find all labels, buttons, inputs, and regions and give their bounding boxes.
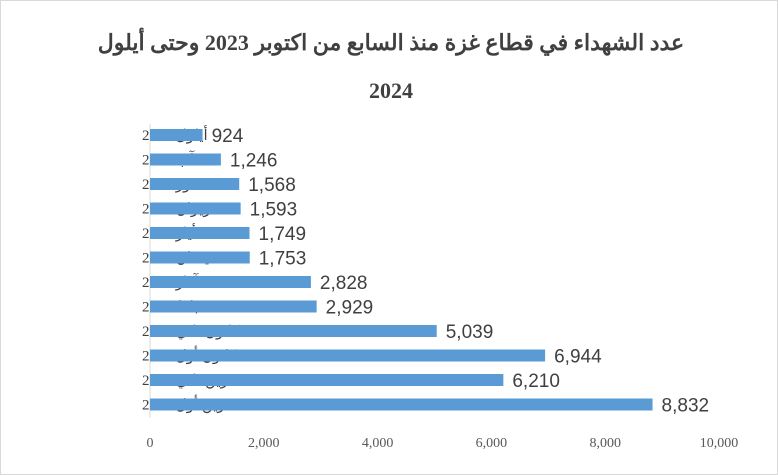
bar bbox=[150, 129, 203, 141]
x-tick-label: 2,000 bbox=[248, 436, 280, 451]
data-label: 5,039 bbox=[446, 322, 494, 343]
data-label: 6,944 bbox=[554, 347, 602, 368]
data-label: 1,593 bbox=[250, 200, 298, 221]
x-tick-label: 4,000 bbox=[362, 436, 394, 451]
data-label: 6,210 bbox=[512, 371, 560, 392]
data-label: 1,749 bbox=[259, 224, 307, 245]
x-tick-label: 8,000 bbox=[589, 436, 621, 451]
data-label: 1,753 bbox=[259, 249, 307, 270]
bar bbox=[150, 276, 311, 288]
bar bbox=[150, 325, 437, 337]
data-label: 1,568 bbox=[248, 175, 296, 196]
bar bbox=[150, 227, 250, 239]
bar bbox=[150, 398, 653, 411]
bar bbox=[150, 153, 221, 166]
bar bbox=[150, 178, 240, 190]
data-label: 2,828 bbox=[320, 273, 368, 294]
bar bbox=[150, 251, 250, 264]
x-tick-label: 6,000 bbox=[476, 436, 508, 451]
x-tick-label: 0 bbox=[147, 436, 154, 451]
bar bbox=[150, 374, 504, 386]
data-label: 2,929 bbox=[326, 298, 374, 319]
data-label: 8,832 bbox=[662, 396, 710, 417]
data-label: 924 bbox=[212, 126, 244, 147]
data-label: 1,246 bbox=[230, 151, 278, 172]
bar bbox=[150, 349, 546, 362]
chart-title: عدد الشهداء في قطاع غزة منذ السابع من اك… bbox=[97, 30, 685, 103]
bar bbox=[150, 202, 241, 215]
bar bbox=[150, 300, 317, 313]
x-tick-label: 10,000 bbox=[700, 436, 739, 451]
